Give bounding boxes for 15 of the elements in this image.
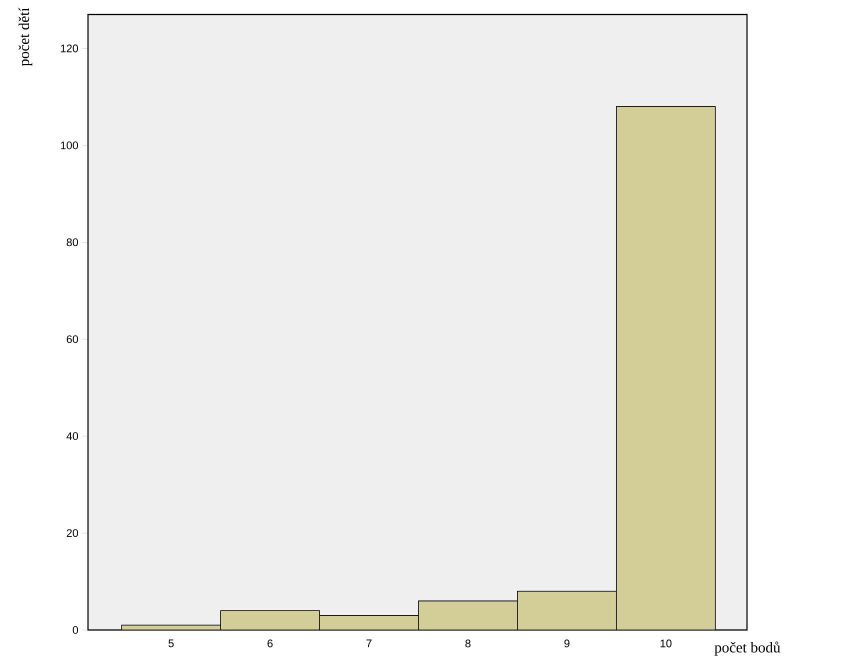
x-axis-title: počet bodů	[714, 642, 780, 656]
x-tick-label: 6	[268, 640, 273, 648]
x-tick-label: 8	[465, 640, 471, 648]
y-tick-label: 60	[66, 335, 78, 344]
y-tick-label: 0	[72, 626, 78, 634]
x-tick-label: 7	[366, 640, 372, 648]
y-tick-label: 40	[66, 432, 78, 440]
x-tick-label: 10	[660, 640, 672, 648]
x-tick-label: 5	[168, 640, 174, 648]
y-tick-label: 120	[60, 44, 78, 52]
y-axis-title: počet dětí	[18, 8, 32, 66]
y-tick-label: 80	[66, 238, 78, 246]
y-tick-label: 100	[60, 141, 78, 150]
x-tick-label: 9	[564, 640, 570, 648]
y-tick-label: 20	[66, 529, 78, 537]
